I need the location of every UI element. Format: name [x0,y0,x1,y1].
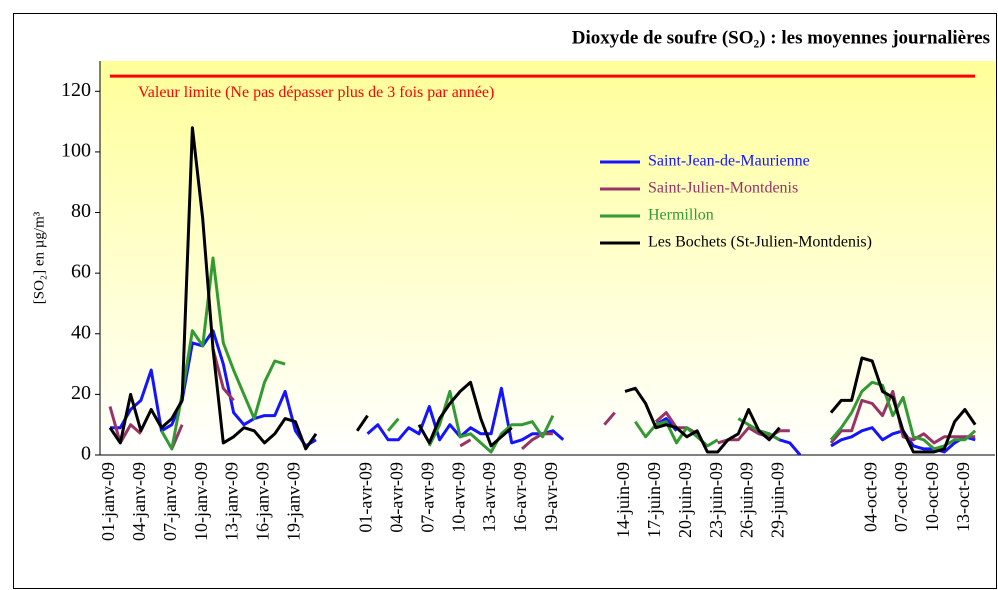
y-tick-label: 40 [71,321,91,343]
x-tick-label: 07-janv-09 [160,462,180,541]
series-line [108,126,977,454]
legend-label: Les Bochets (St-Julien-Montdenis) [648,234,872,251]
chart-title: Dioxyde de soufre (SO₂) : les moyennes j… [572,27,990,48]
x-tick-label: 04-avr-09 [387,462,407,533]
x-tick-label: 13-janv-09 [222,462,242,541]
x-tick-label: 07-oct-09 [891,462,911,532]
series-line [160,256,977,454]
y-tick-label: 100 [61,140,91,162]
x-tick-label: 01-avr-09 [356,462,376,533]
x-tick-label: 13-avr-09 [479,462,499,533]
legend-label: Saint-Julien-Montdenis [648,180,798,197]
y-tick-label: 60 [71,261,91,283]
y-axis-label: [SO₂] en µg/m³ [31,211,47,304]
x-tick-label: 07-avr-09 [417,462,437,533]
legend-label: Saint-Jean-de-Maurienne [648,153,810,170]
x-tick-label: 10-janv-09 [191,462,211,541]
plot-area [100,61,995,455]
limit-label: Valeur limite (Ne pas dépasser plus de 3… [138,84,494,101]
y-tick-label: 120 [61,79,91,101]
x-tick-label: 29-juin-09 [768,462,788,538]
y-tick-label: 20 [71,382,91,404]
x-tick-label: 13-oct-09 [953,462,973,532]
x-tick-label: 20-juin-09 [675,462,695,538]
legend-label: Hermillon [648,207,714,224]
x-tick-label: 10-oct-09 [922,462,942,532]
y-tick-label: 80 [71,200,91,222]
x-tick-label: 16-janv-09 [253,462,273,541]
x-tick-label: 16-avr-09 [510,462,530,533]
x-tick-label: 04-janv-09 [129,462,149,541]
x-tick-label: 14-juin-09 [613,462,633,538]
x-tick-label: 19-avr-09 [541,462,561,533]
x-tick-label: 19-janv-09 [284,462,304,541]
y-tick-label: 0 [81,443,91,465]
x-tick-label: 04-oct-09 [860,462,880,532]
x-tick-label: 26-juin-09 [737,462,757,538]
x-tick-label: 17-juin-09 [644,462,664,538]
x-tick-label: 23-juin-09 [706,462,726,538]
x-tick-label: 10-avr-09 [448,462,468,533]
x-tick-label: 01-janv-09 [98,462,118,541]
